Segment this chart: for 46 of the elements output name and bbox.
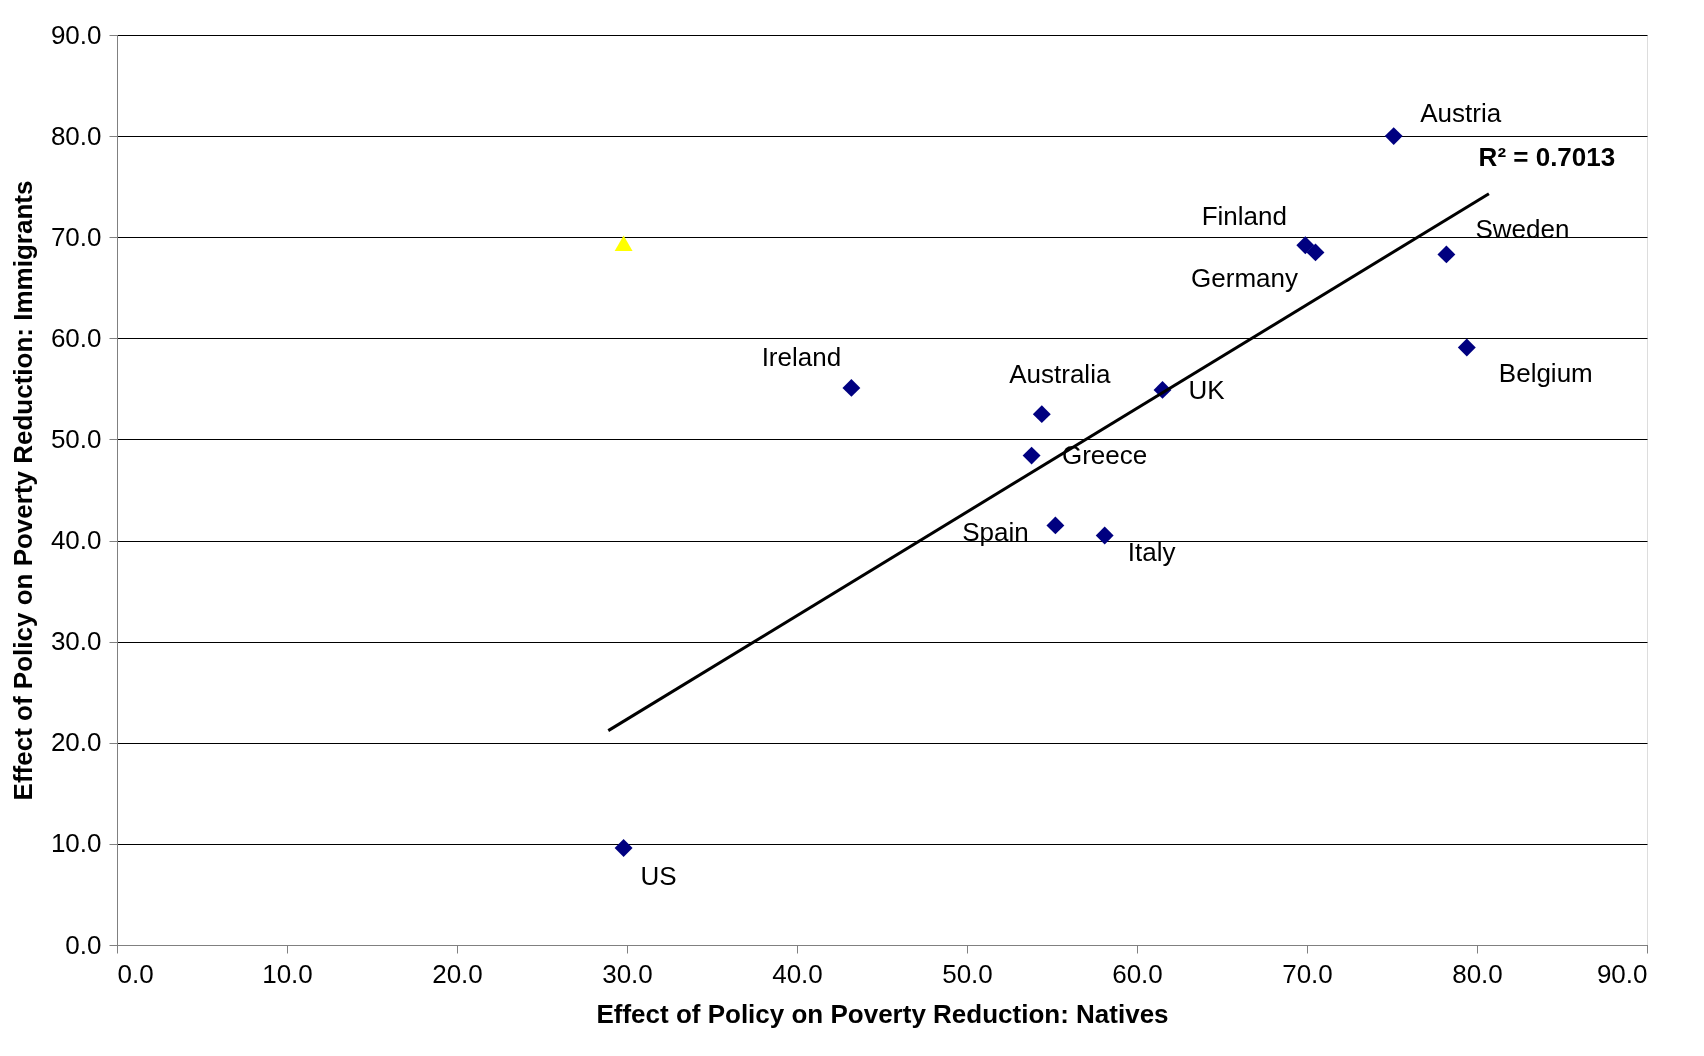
annotation: Spain xyxy=(962,517,1029,548)
point xyxy=(1384,127,1403,146)
annotation: Germany xyxy=(1191,263,1298,294)
y-tick-label: 30.0 xyxy=(50,626,102,657)
y-tick-label: 60.0 xyxy=(50,322,102,353)
y-tick-label: 50.0 xyxy=(50,423,102,454)
annotation: Ireland xyxy=(761,341,842,372)
x-axis-title: Effect of Policy on Poverty Reduction: Natives xyxy=(596,998,1169,1029)
annotation: Australia xyxy=(1009,359,1111,390)
y-tick-label: 90.0 xyxy=(50,19,102,50)
y-tick-label: 20.0 xyxy=(50,727,102,758)
x-tick-label: 80.0 xyxy=(1452,958,1503,989)
x-tick-label: 70.0 xyxy=(1282,958,1333,989)
y-tick-label: 70.0 xyxy=(50,221,102,252)
point xyxy=(842,378,861,397)
y-tick-label: 80.0 xyxy=(50,120,102,151)
annotation: UK xyxy=(1188,374,1226,405)
x-tick-label: 40.0 xyxy=(772,958,823,989)
annotation: Italy xyxy=(1127,536,1176,567)
annotation: Belgium xyxy=(1498,358,1593,389)
y-tick-label: 10.0 xyxy=(50,828,102,859)
x-tick-label: 0.0 xyxy=(117,958,154,989)
series-label: R² = 0.7013 xyxy=(1478,141,1616,172)
point xyxy=(1457,338,1476,357)
point xyxy=(1046,516,1065,535)
point xyxy=(614,235,633,252)
x-tick-label: 50.0 xyxy=(942,958,993,989)
point xyxy=(614,838,633,857)
x-tick-label: 30.0 xyxy=(602,958,653,989)
point xyxy=(1032,405,1051,424)
x-tick-label: 60.0 xyxy=(1112,958,1163,989)
y-tick-label: 40.0 xyxy=(50,525,102,556)
point xyxy=(1296,236,1315,255)
x-tick-label: 20.0 xyxy=(432,958,483,989)
annotation: Greece xyxy=(1061,439,1148,470)
annotation: US xyxy=(640,860,677,891)
y-tick-label: 0.0 xyxy=(65,929,102,960)
annotation: Austria xyxy=(1420,98,1502,129)
x-tick-label: 10.0 xyxy=(262,958,313,989)
point xyxy=(1306,243,1325,262)
x-tick-label: 90.0 xyxy=(1596,958,1648,989)
point xyxy=(1437,245,1456,264)
annotation: Finland xyxy=(1201,201,1287,232)
point xyxy=(1095,526,1114,545)
y-axis-title: Effect of Policy on Poverty Reduction: Immigrants xyxy=(7,180,38,801)
point xyxy=(1022,446,1041,465)
